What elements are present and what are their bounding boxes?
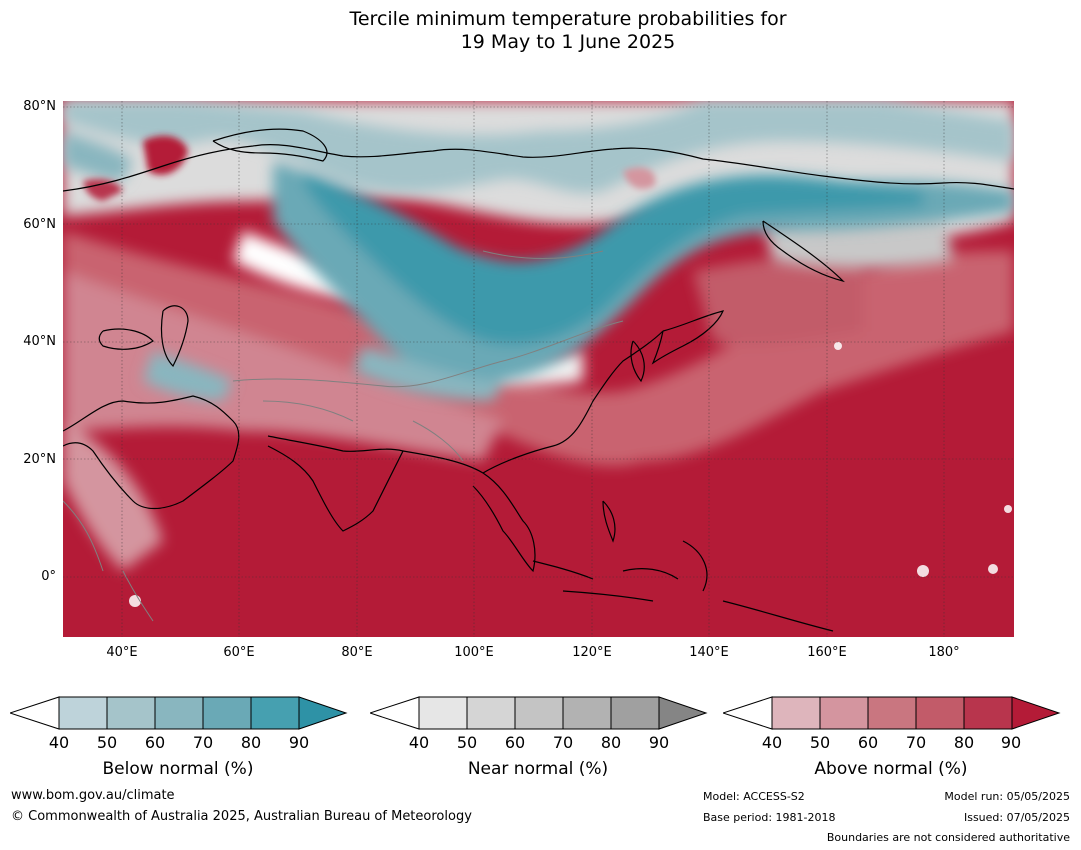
below-normal-zone [63,101,1014,401]
below-normal-colorbar [10,696,348,730]
below-tick-90: 90 [288,733,310,752]
lon-label-180: 180° [928,645,960,660]
lon-label-160e: 160°E [807,645,847,660]
near-normal-label: Near normal (%) [467,759,609,779]
coastlines [63,128,1014,632]
near-tick-80: 80 [600,733,622,752]
country-borders [63,250,624,622]
above-tick-70: 70 [905,733,927,752]
below-tick-80: 80 [240,733,262,752]
map-canvas [63,101,1014,637]
below-tick-40: 40 [48,733,70,752]
above-tick-40: 40 [761,733,783,752]
boundaries-disclaimer: Boundaries are not considered authoritat… [826,831,1070,844]
below-normal-label: Below normal (%) [102,759,254,779]
above-normal-label: Above normal (%) [814,759,968,779]
probability-map [63,101,1014,637]
lon-label-140e: 140°E [689,645,729,660]
lon-label-120e: 120°E [572,645,612,660]
gridlines [63,101,1014,637]
below-tick-70: 70 [192,733,214,752]
lat-label-80n: 80°N [23,99,56,114]
pacific-near-normal-speckles [129,342,1012,607]
lon-label-80e: 80°E [341,645,373,660]
title-line-2: 19 May to 1 June 2025 [460,31,676,53]
lat-label-40n: 40°N [23,334,56,349]
model-name: Model: ACCESS-S2 [703,790,805,803]
website-link[interactable]: www.bom.gov.au/climate [11,788,175,803]
near-tick-50: 50 [456,733,478,752]
issued-date: Issued: 07/05/2025 [963,811,1070,824]
title-line-1: Tercile minimum temperature probabilitie… [349,8,787,30]
near-tick-90: 90 [648,733,670,752]
model-run-date: Model run: 05/05/2025 [944,790,1070,803]
lon-label-60e: 60°E [223,645,255,660]
base-period: Base period: 1981-2018 [703,811,836,824]
near-normal-colorbar [370,696,708,730]
lon-label-40e: 40°E [106,645,138,660]
lat-label-0: 0° [41,569,56,584]
near-tick-70: 70 [552,733,574,752]
lat-label-20n: 20°N [23,452,56,467]
above-tick-90: 90 [1000,733,1022,752]
map-title: Tercile minimum temperature probabilitie… [0,8,1081,54]
above-tick-80: 80 [953,733,975,752]
above-tick-50: 50 [809,733,831,752]
copyright-text: © Commonwealth of Australia 2025, Austra… [11,809,472,824]
below-tick-50: 50 [96,733,118,752]
north-west-above-patch [83,135,656,201]
near-tick-40: 40 [408,733,430,752]
above-normal-colorbar [723,696,1061,730]
lat-label-60n: 60°N [23,217,56,232]
near-tick-60: 60 [504,733,526,752]
moderate-above-normal-zone [63,231,1014,571]
below-tick-60: 60 [144,733,166,752]
above-tick-60: 60 [857,733,879,752]
lon-label-100e: 100°E [454,645,494,660]
